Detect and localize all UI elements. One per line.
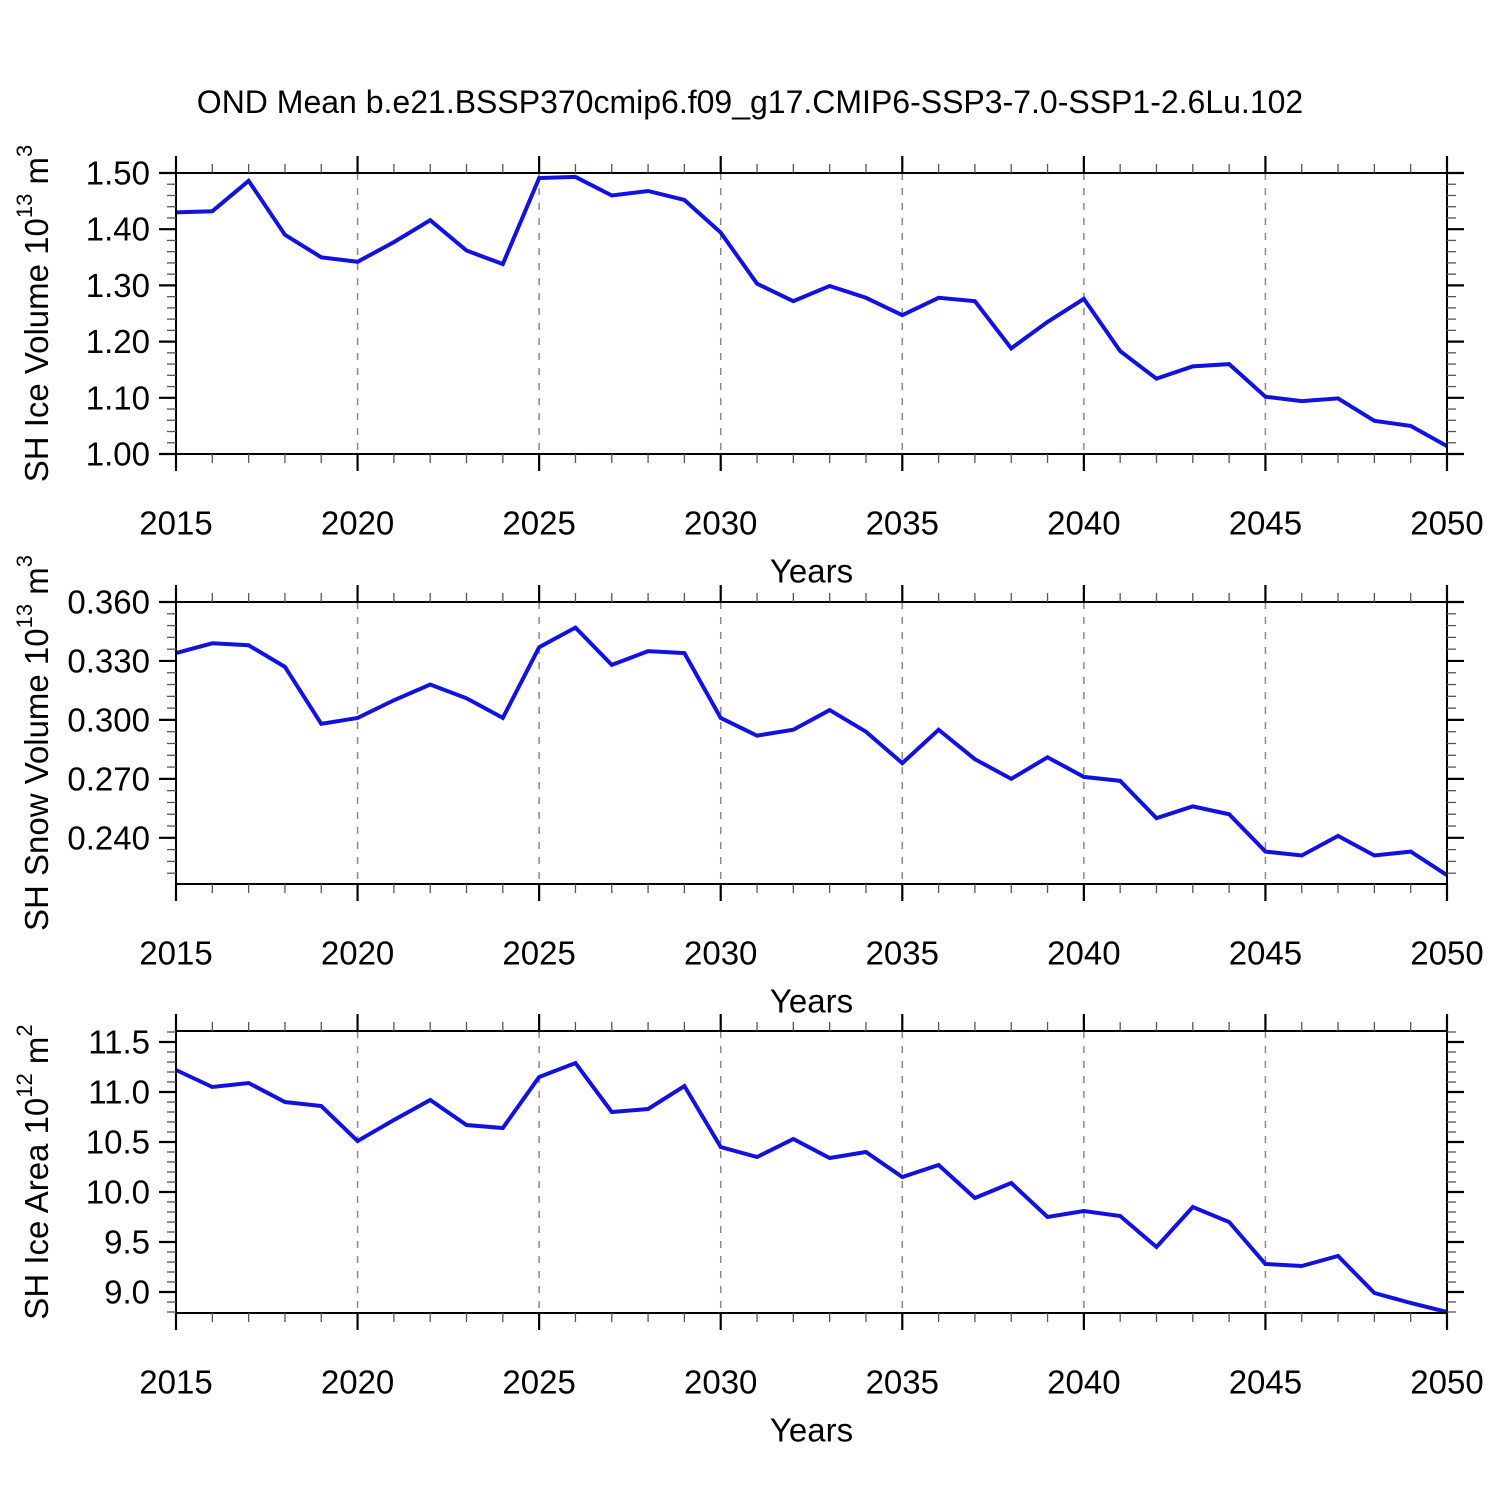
y-tick-label: 9.0	[104, 1274, 150, 1311]
axis-box	[175, 172, 1448, 455]
sh-ice-area-ylabel: SH Ice Area 1012 m2	[12, 1024, 55, 1319]
y-tick-label: 10.0	[86, 1174, 150, 1211]
x-tick-label: 2015	[139, 1364, 212, 1401]
x-tick-label: 2040	[1047, 1364, 1120, 1401]
x-tick-label: 2050	[1410, 1364, 1483, 1401]
y-tick-label: 9.5	[104, 1224, 150, 1261]
y-tick-label: 10.5	[86, 1124, 150, 1161]
y-tick-label: 0.270	[67, 760, 150, 797]
x-tick-label: 2040	[1047, 505, 1120, 542]
x-tick-label: 2040	[1047, 935, 1120, 972]
y-tick-label: 1.10	[86, 379, 150, 416]
sh-ice-volume-line	[175, 174, 1448, 448]
x-tick-label: 2035	[866, 935, 939, 972]
panel-sh-ice-volume: 1.00 1.10 1.20 1.30 1.40 1.50 2015 2020 2025 2030…	[12, 145, 1484, 590]
x-axis-title: Years	[770, 553, 853, 590]
x-tick-label: 2035	[866, 505, 939, 542]
x-tick-label: 2030	[684, 1364, 757, 1401]
x-tick-label: 2045	[1229, 1364, 1302, 1401]
x-tick-label: 2020	[321, 1364, 394, 1401]
x-axis-title: Years	[770, 1412, 853, 1449]
y-tick-label: 0.300	[67, 701, 150, 738]
y-tick-label: 1.00	[86, 436, 150, 473]
sh-snow-volume-ylabel: SH Snow Volume 1013 m3	[12, 555, 55, 931]
y-tick-label: 0.360	[67, 584, 150, 621]
panel-sh-snow-volume: 0.240 0.270 0.300 0.330 0.360 2015 2020 2025 203…	[12, 555, 1484, 1020]
y-tick-label: 1.40	[86, 211, 150, 248]
x-tick-label: 2050	[1410, 935, 1483, 972]
x-tick-label: 2030	[684, 505, 757, 542]
y-tick-label: 1.50	[86, 155, 150, 192]
y-tick-label: 1.20	[86, 323, 150, 360]
x-tick-label: 2020	[321, 935, 394, 972]
axis-box	[175, 1030, 1448, 1314]
y-tick-label: 0.240	[67, 819, 150, 856]
y-tick-label: 0.330	[67, 642, 150, 679]
x-tick-label: 2050	[1410, 505, 1483, 542]
x-tick-label: 2025	[502, 1364, 575, 1401]
sh-snow-volume-line	[175, 625, 1449, 877]
figure-title: OND Mean b.e21.BSSP370cmip6.f09_g17.CMIP…	[196, 84, 1304, 120]
y-tick-label: 1.30	[86, 267, 150, 304]
x-axis-title: Years	[770, 983, 853, 1020]
panel-sh-ice-area: 9.0 9.5 10.0 10.5 11.0 11.5 2015 2020 2025 2030 20…	[12, 1014, 1484, 1449]
sh-ice-area-line	[175, 1060, 1448, 1314]
x-tick-label: 2015	[139, 505, 212, 542]
x-tick-label: 2045	[1229, 505, 1302, 542]
x-tick-label: 2035	[866, 1364, 939, 1401]
sh-ice-volume-ylabel: SH Ice Volume 1013 m3	[12, 145, 55, 483]
y-tick-label: 11.0	[88, 1074, 150, 1111]
x-tick-label: 2025	[502, 505, 575, 542]
x-tick-label: 2045	[1229, 935, 1302, 972]
x-tick-label: 2025	[502, 935, 575, 972]
x-tick-label: 2020	[321, 505, 394, 542]
y-tick-label: 11.5	[88, 1024, 150, 1061]
x-tick-label: 2015	[139, 935, 212, 972]
x-tick-label: 2030	[684, 935, 757, 972]
